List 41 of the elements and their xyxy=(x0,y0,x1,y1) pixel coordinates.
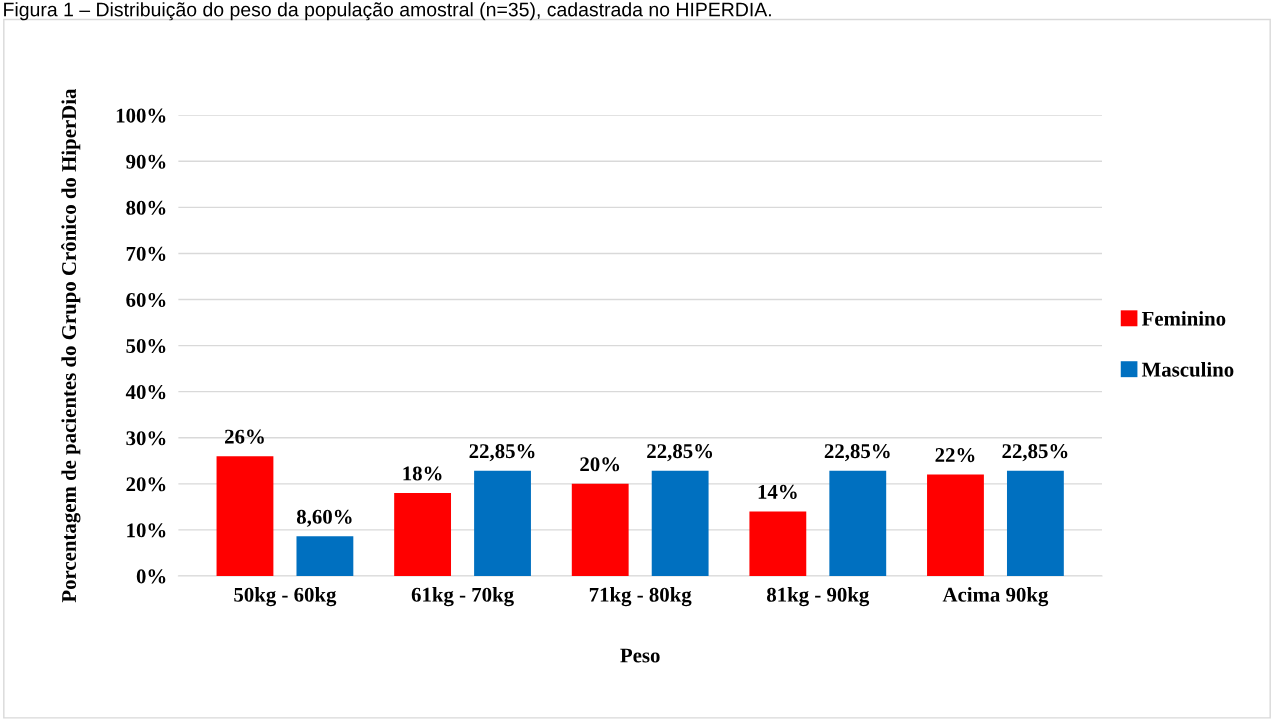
y-tick-label: 50% xyxy=(126,338,166,354)
data-label: 14% xyxy=(758,484,797,499)
bar xyxy=(927,474,984,576)
bar xyxy=(1006,470,1064,576)
data-label: 26% xyxy=(225,429,264,444)
bar xyxy=(829,470,887,576)
y-axis-title: Porcentagem de pacientes do Grupo Crônico do HiperDia xyxy=(61,88,81,603)
x-tick-label: 50kg - 60kg xyxy=(234,587,337,607)
bar xyxy=(474,470,531,576)
x-tick-label: 61kg - 70kg xyxy=(411,587,514,607)
data-label: 18% xyxy=(403,466,442,481)
bar xyxy=(394,493,452,576)
y-tick-label: 0% xyxy=(136,569,166,584)
y-tick-label: 20% xyxy=(126,477,166,492)
bar xyxy=(651,470,709,576)
data-label: 22,85% xyxy=(469,444,535,462)
legend-label: Feminino xyxy=(1141,311,1226,326)
legend-label: Masculino xyxy=(1141,361,1234,377)
y-tick-label: 10% xyxy=(127,523,166,538)
x-axis-title: Peso xyxy=(620,648,660,663)
y-tick-label: 60% xyxy=(126,292,166,308)
data-label: 8,60% xyxy=(296,509,352,527)
bar xyxy=(296,536,354,576)
bar xyxy=(216,456,274,576)
y-tick-label: 40% xyxy=(125,385,166,400)
bar xyxy=(571,483,629,576)
data-label: 22,85% xyxy=(1002,444,1068,462)
bar xyxy=(749,511,807,576)
x-tick-label: 71kg - 80kg xyxy=(589,587,692,607)
y-tick-label: 80% xyxy=(126,200,166,215)
data-label: 20% xyxy=(580,457,620,472)
y-tick-label: 100% xyxy=(116,108,166,123)
x-tick-label: 81kg - 90kg xyxy=(766,587,870,607)
data-label: 22,85% xyxy=(647,444,713,462)
data-label: 22,85% xyxy=(824,444,890,462)
y-tick-label: 30% xyxy=(126,431,166,446)
y-tick-label: 90% xyxy=(126,154,166,169)
chart-title: Figura 1 – Distribuição do peso da população amostral (n=35), cadastrada no HIPERDIA. xyxy=(4,2,771,21)
data-label: 22% xyxy=(935,448,975,463)
x-tick-label: Acima 90kg xyxy=(942,587,1049,607)
y-tick-label: 70% xyxy=(126,246,166,261)
